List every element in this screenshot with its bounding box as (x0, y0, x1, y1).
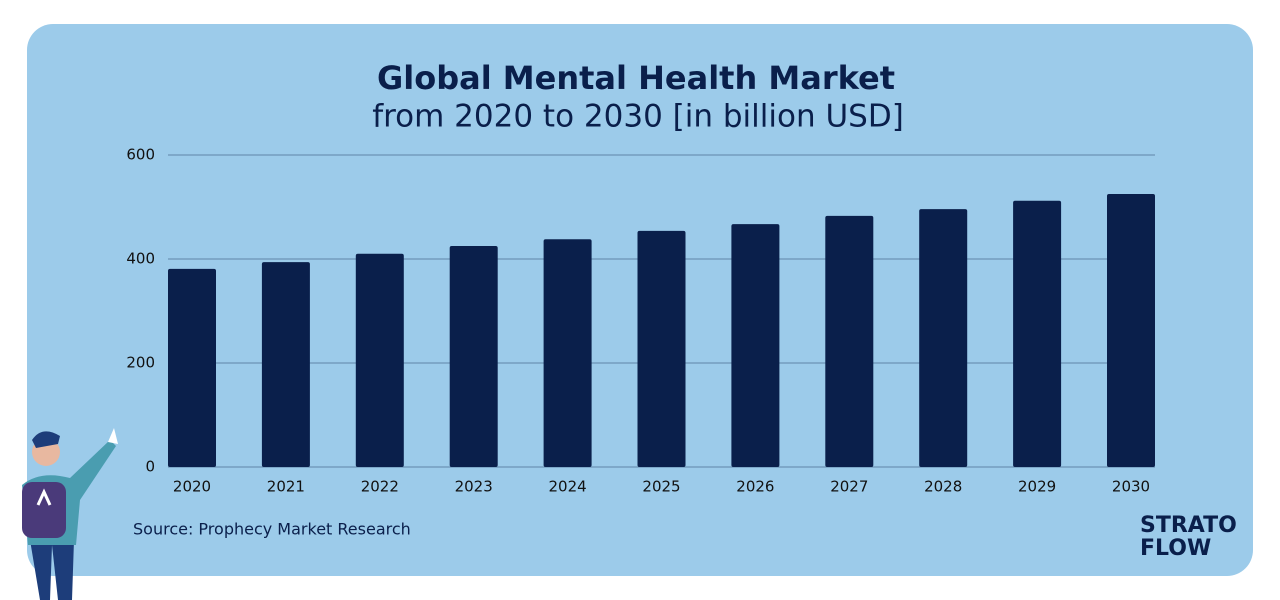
x-tick-label: 2020 (173, 478, 211, 496)
chart-subtitle: from 2020 to 2030 [in billion USD] (372, 99, 904, 135)
bar (355, 253, 404, 467)
bar (449, 246, 498, 467)
brand: FLOW (1140, 536, 1211, 561)
y-tick-label: 400 (126, 250, 155, 268)
y-tick-label: 200 (126, 354, 155, 372)
x-tick-label: 2028 (924, 478, 962, 496)
x-tick-label: 2024 (549, 478, 587, 496)
bar (1013, 200, 1062, 467)
y-tick-label: 0 (145, 458, 155, 476)
bar (731, 224, 780, 467)
bar (543, 239, 592, 467)
x-tick-label: 2022 (361, 478, 399, 496)
x-tick-label: 2026 (736, 478, 774, 496)
x-tick-label: 2027 (830, 478, 868, 496)
bar (825, 215, 874, 467)
x-tick-label: 2021 (267, 478, 305, 496)
illustration (22, 428, 118, 600)
brand: STRATO (1140, 513, 1237, 538)
bar (919, 209, 968, 467)
x-tick-label: 2023 (455, 478, 493, 496)
chart-title: Global Mental Health Market (377, 59, 895, 97)
x-tick-label: 2025 (642, 478, 680, 496)
x-tick-label: 2029 (1018, 478, 1056, 496)
bar (168, 268, 216, 467)
y-tick-label: 600 (126, 146, 155, 164)
x-tick-label: 2030 (1112, 478, 1150, 496)
bar (261, 262, 310, 467)
source: Source: Prophecy Market Research (133, 520, 411, 539)
bar (1107, 194, 1155, 467)
bar (637, 230, 686, 467)
